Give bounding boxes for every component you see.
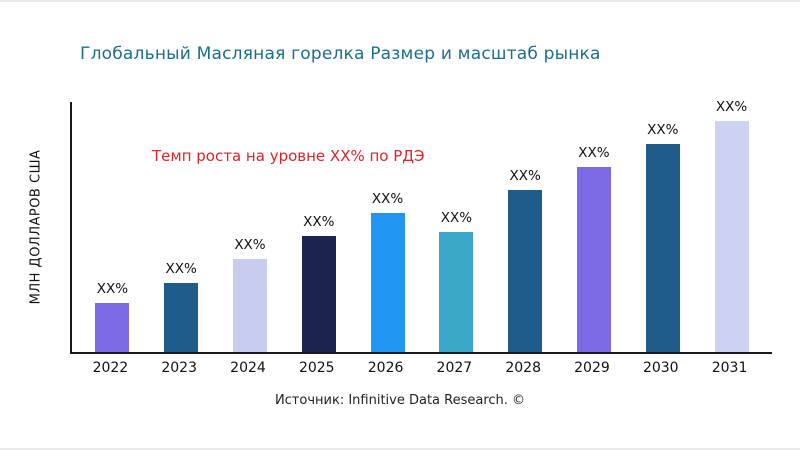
x-axis-labels: 2022 2023 2024 2025 2026 2027 2028 2029 2030 2031 [70,360,770,376]
bar-value-label: XX% [647,122,679,138]
bar-group: XX% [430,210,482,352]
x-tick-label: 2030 [642,360,679,376]
bar-group: XX% [224,237,276,352]
bar [301,236,336,352]
x-tick-label: 2025 [298,360,335,376]
x-tick-label: 2024 [230,360,266,376]
bar [370,213,405,352]
bar [576,167,611,352]
bar-group: XX% [568,145,620,352]
bar [645,144,680,352]
bar-value-label: XX% [234,237,266,253]
bar-value-label: XX% [165,261,197,277]
x-tick-label: 2023 [161,360,197,376]
bar [164,283,199,352]
bar [714,121,749,352]
bar-group: XX% [499,168,551,352]
bar-value-label: XX% [715,99,748,115]
bar [508,190,543,352]
x-tick-label: 2031 [711,360,748,376]
growth-rate-annotation: Темп роста на уровне XX% по РДЭ [152,147,425,165]
bar [439,232,474,352]
bar-value-label: XX% [578,145,610,161]
bar-group: XX% [155,261,207,352]
bar-group: XX% [293,214,345,352]
bar [95,303,130,352]
bar-group: XX% [637,122,689,352]
x-tick-label: 2028 [505,360,541,376]
plot-area: Темп роста на уровне XX% по РДЭ XX% XX% XX… [70,99,772,354]
x-tick-label: 2027 [436,360,473,376]
bar-value-label: XX% [303,214,335,230]
y-axis-label: МЛН ДОЛЛАРОВ США [28,149,44,305]
bars: XX% XX% XX% XX% XX% XX% XX% XX% XX% XX% [72,99,772,352]
bar [232,259,267,352]
x-tick-label: 2026 [367,360,404,376]
bar-value-label: XX% [96,281,129,297]
bar-value-label: XX% [509,168,541,184]
bar-value-label: XX% [371,191,404,207]
bar-group: XX% [362,191,414,352]
bar-value-label: XX% [440,210,473,226]
x-tick-label: 2029 [574,360,610,376]
chart-title: Глобальный Масляная горелка Размер и мас… [80,44,601,64]
bar-group: XX% [86,281,138,352]
source-text: Источник: Infinitive Data Research. © [274,393,526,408]
x-tick-label: 2022 [92,360,129,376]
bar-group: XX% [706,99,758,352]
